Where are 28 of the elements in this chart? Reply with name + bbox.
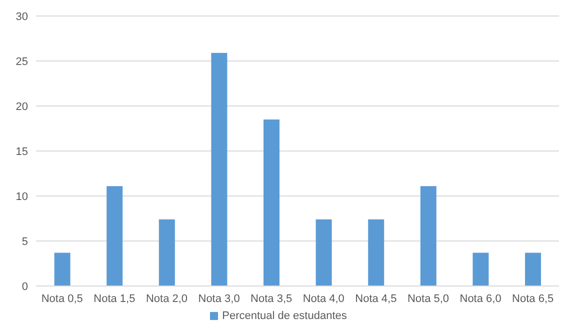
legend-label: Percentual de estudantes: [222, 310, 347, 322]
bar: [472, 252, 489, 286]
bar: [54, 252, 70, 286]
x-tick-label: Nota 3,5: [250, 292, 292, 305]
bar: [106, 186, 123, 286]
x-tick-label: Nota 0,5: [41, 292, 83, 305]
x-tick-label: Nota 6,0: [460, 292, 502, 305]
y-tick-label: 30: [16, 10, 28, 23]
bar: [368, 219, 384, 286]
y-tick-label: 10: [16, 190, 28, 203]
bar: [525, 252, 542, 286]
x-tick-label: Nota 6,5: [512, 292, 554, 305]
bar: [211, 52, 228, 286]
y-tick-label: 25: [16, 56, 28, 68]
x-tick-label: Nota 4,5: [355, 292, 397, 305]
bar: [316, 219, 332, 286]
x-tick-label: Nota 5,0: [407, 292, 450, 305]
x-tick-label: Nota 1,5: [94, 292, 136, 305]
bar: [420, 186, 436, 286]
y-tick-label: 5: [22, 236, 28, 248]
y-tick-label: 15: [16, 146, 28, 158]
x-tick-label: Nota 3,0: [198, 292, 240, 305]
y-tick-label: 20: [16, 100, 28, 113]
x-tick-label: Nota 2,0: [146, 292, 188, 305]
x-tick-label: Nota 4,0: [302, 292, 344, 305]
bar: [158, 219, 175, 286]
y-tick-label: 0: [22, 280, 28, 293]
bar: [264, 120, 280, 286]
